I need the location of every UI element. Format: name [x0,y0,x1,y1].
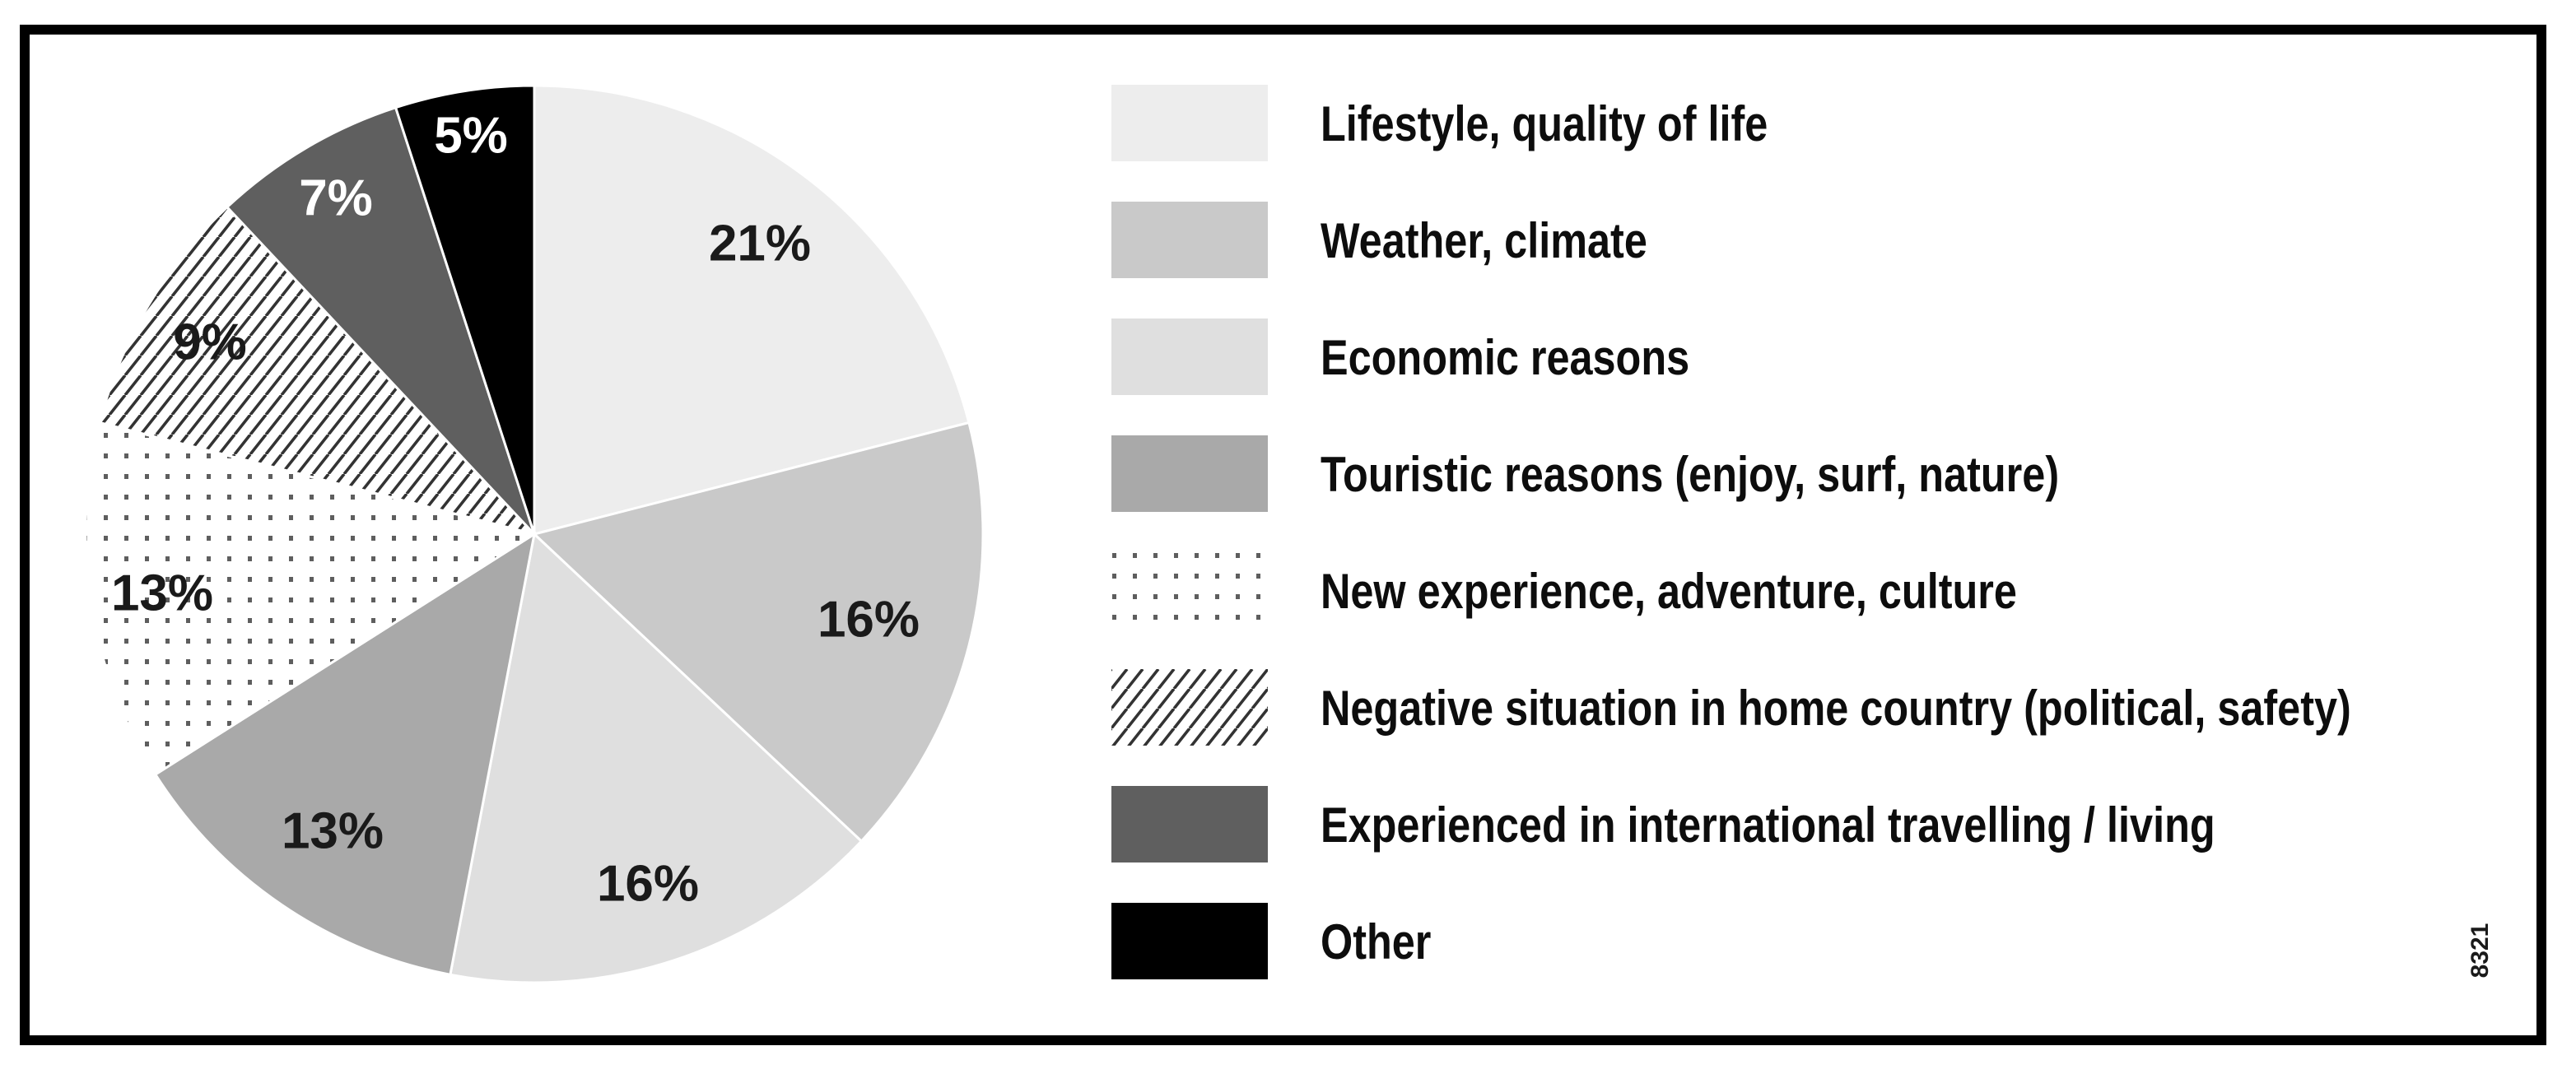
legend-item: New experience, adventure, culture [1111,552,2560,629]
pie-slice-new-experience-adventure-culture [84,421,538,777]
legend-item: Other [1111,903,2560,979]
pie-slice-touristic-reasons-enjoy-surf-nature [153,531,537,977]
legend-item: Lifestyle, quality of life [1111,85,2560,161]
legend-item: Economic reasons [1111,318,2560,395]
legend-item-label: Negative situation in home country (poli… [1321,681,2351,736]
slice-percent-label: 7% [299,170,373,227]
slice-percent-label: 21% [709,216,811,272]
slice-percent-label: 16% [597,856,699,913]
pie-slice-experienced-in-international-travelling- [225,105,536,536]
pie-slice-economic-reasons [449,532,864,984]
legend-item-label: Touristic reasons (enjoy, surf, nature) [1321,447,2060,502]
slice-percent-label: 5% [434,108,508,165]
pie-slice-lifestyle-quality-of-life [533,84,971,536]
legend-item-label: New experience, adventure, culture [1321,564,2017,619]
figure-number: 8321 [2467,923,2494,979]
legend-item: Negative situation in home country (poli… [1111,669,2560,746]
slice-percent-label: 13% [282,803,384,860]
legend-item-label: Weather, climate [1321,213,1647,268]
legend-item: Experienced in international travelling … [1111,786,2560,862]
legend-item-label: Economic reasons [1321,330,1690,385]
legend-swatch [1111,85,1268,161]
legend-swatch [1111,552,1268,629]
chart-border-frame [20,25,2546,1045]
legend-swatch [1111,318,1268,395]
pie-slice-weather-climate [531,421,985,844]
legend-swatch [1111,786,1268,862]
slice-percent-label: 16% [818,592,920,649]
legend-item: Touristic reasons (enjoy, surf, nature) [1111,435,2560,512]
legend-swatch [1111,202,1268,278]
legend-item-label: Experienced in international travelling … [1321,797,2215,853]
legend-item-label: Other [1321,914,1432,969]
pie-slice-negative-situation-in-home-country-polit [98,205,538,537]
slice-percent-label: 9% [173,314,247,371]
legend-item: Weather, climate [1111,202,2560,278]
legend-swatch [1111,435,1268,512]
legend-item-label: Lifestyle, quality of life [1321,96,1768,151]
legend-swatch [1111,903,1268,979]
slice-percent-label: 13% [111,565,213,622]
pie-slice-other [394,84,536,535]
legend-swatch [1111,669,1268,746]
